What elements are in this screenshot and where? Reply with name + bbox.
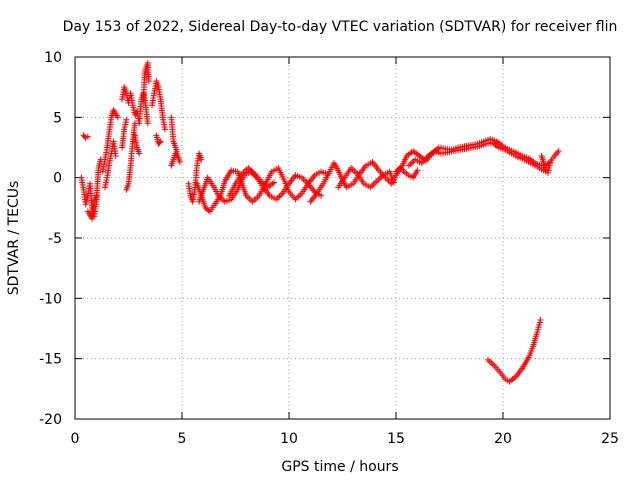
y-axis-ticks: 10 5 0 -5 -10 -15 -20 (39, 50, 610, 428)
data-point (93, 192, 100, 199)
x-tick-label: 5 (178, 431, 187, 447)
x-tick-label: 10 (280, 431, 298, 447)
y-tick-label: 5 (53, 110, 62, 126)
data-point (145, 78, 152, 85)
y-tick-label: -5 (48, 231, 62, 247)
x-axis-label: GPS time / hours (281, 459, 398, 475)
data-point (318, 192, 325, 199)
data-point (112, 152, 119, 159)
data-point (157, 138, 164, 145)
data-point (547, 160, 554, 167)
y-tick-label: -20 (39, 412, 62, 428)
data-point (537, 317, 544, 324)
x-tick-label: 0 (71, 431, 80, 447)
data-point (414, 167, 421, 174)
data-point (172, 150, 179, 157)
data-point (84, 133, 91, 140)
y-axis-label: SDTVAR / TECUs (6, 181, 22, 296)
grid-lines (75, 57, 610, 419)
data-point (123, 116, 130, 123)
data-point (176, 158, 183, 165)
data-point (156, 139, 163, 146)
data-series-sdtvar (78, 60, 562, 385)
y-tick-label: 0 (53, 171, 62, 187)
data-point (131, 120, 138, 127)
y-tick-label: -10 (39, 291, 62, 307)
data-point (271, 179, 278, 186)
x-tick-label: 25 (601, 431, 619, 447)
data-point (205, 207, 212, 214)
data-point (114, 114, 121, 121)
data-point (161, 126, 168, 133)
x-tick-label: 15 (387, 431, 405, 447)
data-point (144, 120, 151, 127)
data-point (390, 179, 397, 186)
data-point (136, 150, 143, 157)
x-tick-label: 20 (494, 431, 512, 447)
y-tick-label: 10 (44, 50, 62, 66)
x-axis-ticks: 0 5 10 15 20 25 (71, 57, 619, 447)
chart-title: Day 153 of 2022, Sidereal Day-to-day VTE… (63, 19, 618, 35)
data-point (198, 156, 205, 163)
data-point (555, 148, 562, 155)
y-tick-label: -15 (39, 352, 62, 368)
